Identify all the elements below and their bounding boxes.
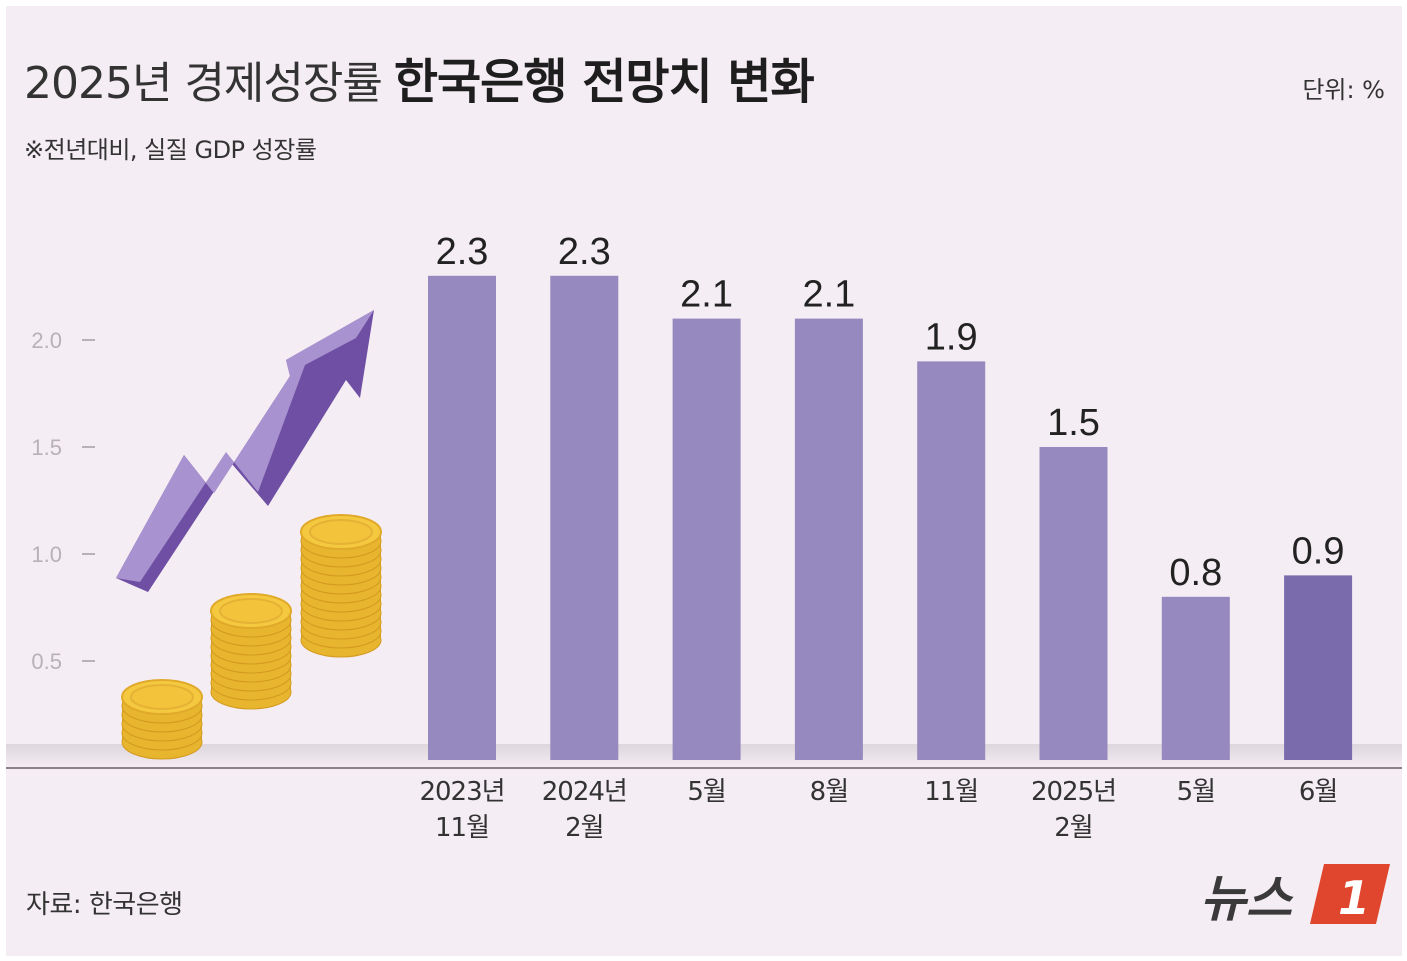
bars [428, 275, 1353, 760]
bar [794, 318, 863, 760]
x-tick-label: 11월 [924, 777, 978, 807]
bar [917, 361, 986, 760]
x-tick-label: 2025년 [1031, 777, 1116, 807]
news1-logo: 뉴스 1 [1200, 864, 1390, 928]
coin-face [309, 519, 373, 545]
coin-face [130, 684, 194, 710]
title-bold: 한국은행 전망치 변화 [393, 54, 815, 110]
page-title: 2025년 경제성장률 한국은행 전망치 변화 [24, 42, 815, 112]
x-tick-label: 2023년 [419, 777, 504, 807]
category-labels: 2023년 11월 2024년 2월 5월 8월 11월 2025년 2월 5월 6월 [419, 777, 1338, 843]
bar [1161, 596, 1230, 760]
y-axis: 2.0 1.5 1.0 0.5 [31, 328, 95, 674]
y-tick-label: 1.5 [31, 435, 62, 460]
logo-mark-shape [1310, 864, 1390, 924]
logo-text: 뉴스 [1200, 870, 1294, 928]
unit-label: 단위: % [1302, 76, 1385, 104]
bar [428, 275, 496, 760]
bar [1284, 575, 1353, 760]
bar [550, 275, 619, 760]
title-main: 2025년 경제성장률 [24, 58, 383, 109]
bar [1039, 447, 1108, 760]
rising-arrow-icon [116, 310, 374, 592]
data-label: 1.5 [1047, 402, 1100, 444]
x-tick-label: 2월 [1054, 813, 1092, 843]
x-tick-label: 5월 [1177, 777, 1215, 807]
x-tick-label: 11월 [435, 813, 489, 843]
coin-face [219, 598, 283, 624]
subtitle: ※전년대비, 실질 GDP 성장률 [24, 136, 317, 164]
data-label: 2.3 [436, 231, 489, 273]
y-tick-label: 0.5 [31, 649, 62, 674]
bar [672, 318, 741, 760]
logo-mark: 1 [1338, 871, 1370, 925]
x-tick-label: 2024년 [542, 777, 627, 807]
x-tick-label: 5월 [687, 777, 725, 807]
data-label: 2.1 [802, 274, 855, 316]
data-label: 2.3 [558, 231, 611, 273]
x-tick-label: 8월 [810, 777, 848, 807]
coin-stack-icon [121, 514, 382, 760]
value-labels: 2.3 2.3 2.1 2.1 1.9 1.5 0.8 0.9 [436, 231, 1345, 594]
source-note: 자료: 한국은행 [26, 890, 183, 920]
data-label: 1.9 [925, 316, 978, 358]
data-label: 2.1 [680, 274, 733, 316]
y-tick-label: 2.0 [31, 328, 62, 353]
data-label: 0.8 [1169, 552, 1222, 594]
data-label: 0.9 [1292, 530, 1345, 572]
x-tick-label: 2월 [565, 813, 603, 843]
y-tick-label: 1.0 [31, 542, 62, 567]
x-tick-label: 6월 [1299, 777, 1337, 807]
